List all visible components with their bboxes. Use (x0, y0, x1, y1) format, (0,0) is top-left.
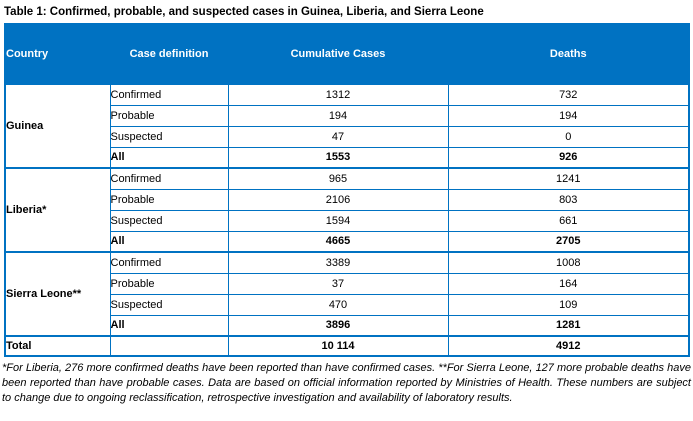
country-cell: Liberia* (4, 167, 111, 253)
footnote: *For Liberia, 276 more confirmed deaths … (2, 362, 691, 404)
deaths-cell: 2705 (447, 230, 690, 253)
table-row: Liberia* Confirmed 965 1241 (4, 167, 690, 253)
case-definition-cell: Confirmed (109, 167, 229, 190)
case-definition-cell: Probable (109, 188, 229, 211)
table-row: All 3896 1281 (5, 314, 690, 337)
deaths-cell: 1281 (447, 314, 690, 337)
case-definition-cell: Probable (109, 104, 229, 127)
col-header-deaths: Deaths (447, 23, 690, 85)
case-definition-cell: Probable (109, 272, 229, 295)
deaths-cell: 926 (447, 146, 690, 169)
case-definition-cell: Suspected (109, 125, 229, 148)
table-row: Guinea Confirmed 1312 732 (4, 83, 690, 169)
deaths-cell: 164 (447, 272, 690, 295)
cumulative-cases-cell: 1594 (227, 209, 449, 232)
table-title: Table 1: Confirmed, probable, and suspec… (4, 6, 484, 18)
total-cumulative-cases-cell: 10 114 (227, 335, 449, 357)
case-definition-cell: Suspected (109, 209, 229, 232)
case-definition-cell: Suspected (109, 293, 229, 316)
case-definition-cell: Confirmed (109, 251, 229, 274)
table-row: Suspected 47 0 (5, 125, 690, 148)
total-deaths-cell: 4912 (447, 335, 690, 357)
total-row: Total 10 114 4912 (4, 335, 690, 357)
table-row: Probable 2106 803 (5, 188, 690, 211)
header-row: Country Case definition Cumulative Cases… (4, 23, 690, 85)
table-row: All 1553 926 (5, 146, 690, 169)
cumulative-cases-cell: 1553 (227, 146, 449, 169)
table-row: Suspected 470 109 (5, 293, 690, 316)
deaths-cell: 109 (447, 293, 690, 316)
total-definition-cell (109, 335, 229, 357)
cumulative-cases-cell: 1312 (227, 83, 449, 106)
deaths-cell: 732 (447, 83, 690, 106)
cumulative-cases-cell: 470 (227, 293, 449, 316)
deaths-cell: 1008 (447, 251, 690, 274)
case-definition-cell: All (109, 146, 229, 169)
country-cell: Guinea (4, 83, 111, 169)
table-body: Guinea Confirmed 1312 732 Probable 194 194 Susp… (4, 83, 690, 357)
col-header-case-definition: Case definition (109, 23, 229, 85)
cumulative-cases-cell: 194 (227, 104, 449, 127)
deaths-cell: 1241 (447, 167, 690, 190)
deaths-cell: 661 (447, 209, 690, 232)
cumulative-cases-cell: 965 (227, 167, 449, 190)
deaths-cell: 194 (447, 104, 690, 127)
cumulative-cases-cell: 37 (227, 272, 449, 295)
cumulative-cases-cell: 47 (227, 125, 449, 148)
col-header-cumulative-cases: Cumulative Cases (227, 23, 449, 85)
cumulative-cases-cell: 2106 (227, 188, 449, 211)
cumulative-cases-cell: 3389 (227, 251, 449, 274)
country-cell: Sierra Leone** (4, 251, 111, 337)
cumulative-cases-cell: 4665 (227, 230, 449, 253)
cumulative-cases-cell: 3896 (227, 314, 449, 337)
deaths-cell: 803 (447, 188, 690, 211)
table-row: All 4665 2705 (5, 230, 690, 253)
case-definition-cell: All (109, 230, 229, 253)
case-definition-cell: Confirmed (109, 83, 229, 106)
deaths-cell: 0 (447, 125, 690, 148)
cases-table: Country Case definition Cumulative Cases… (4, 23, 690, 357)
table-row: Sierra Leone** Confirmed 3389 1008 (4, 251, 690, 337)
total-label-cell: Total (4, 335, 111, 357)
case-definition-cell: All (109, 314, 229, 337)
col-header-country: Country (4, 23, 111, 85)
